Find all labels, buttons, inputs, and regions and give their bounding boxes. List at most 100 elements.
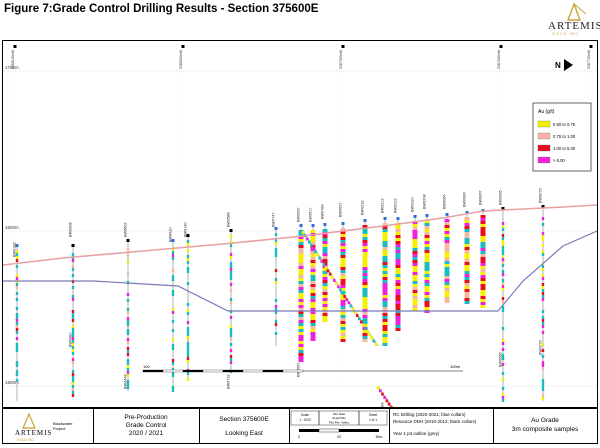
grade-composite	[444, 252, 450, 255]
grade-composite	[274, 239, 278, 242]
grade-composite	[71, 310, 75, 313]
grade-composite	[541, 292, 545, 295]
grade-composite	[501, 327, 505, 330]
hole-label: BW0220	[411, 197, 415, 212]
hole-collar	[413, 215, 417, 218]
grade-composite	[171, 251, 175, 254]
grade-composite	[368, 333, 371, 337]
grade-composite	[298, 236, 304, 239]
grade-composite	[412, 263, 418, 266]
hole-collar	[229, 229, 233, 232]
grade-composite	[71, 349, 75, 352]
grade-composite	[322, 250, 328, 253]
grade-composite	[412, 257, 418, 260]
grade-composite	[501, 228, 505, 231]
hole-label: BW0087	[69, 332, 73, 347]
grade-composite	[424, 253, 430, 256]
grade-composite	[171, 311, 175, 314]
grade-composite	[310, 242, 316, 245]
grade-composite	[71, 361, 75, 364]
grade-composite	[310, 269, 316, 272]
grade-composite	[480, 239, 486, 242]
grade-composite	[382, 250, 388, 253]
grade-composite	[395, 316, 401, 319]
grade-composite	[310, 266, 316, 269]
grade-composite	[310, 254, 316, 257]
grade-composite	[464, 268, 470, 271]
grade-composite	[412, 239, 418, 242]
grade-composite	[541, 289, 545, 292]
hole-collar	[274, 227, 278, 230]
tb-note-1: RC Drilling (2020-2021; blue collars)	[393, 412, 466, 417]
grade-composite	[340, 279, 346, 282]
grade-composite	[229, 253, 233, 256]
grade-composite	[186, 258, 190, 261]
grade-composite	[322, 319, 328, 322]
grade-composite	[412, 269, 418, 272]
grade-composite	[126, 308, 130, 311]
grade-composite	[15, 316, 19, 319]
grade-composite	[340, 339, 346, 342]
grade-composite	[310, 251, 316, 254]
grade-composite	[464, 286, 470, 289]
grade-composite	[395, 274, 401, 277]
grade-composite	[412, 284, 418, 287]
hole-collar	[299, 224, 303, 227]
grade-composite	[541, 331, 545, 334]
hole-collar	[363, 219, 367, 222]
grade-composite	[360, 320, 363, 324]
grade-composite	[362, 273, 368, 276]
grade-composite	[480, 236, 486, 239]
grade-composite	[372, 339, 376, 343]
grade-composite	[480, 284, 486, 287]
grade-composite	[298, 338, 304, 341]
grade-composite	[412, 287, 418, 290]
grade-composite	[480, 296, 486, 299]
tb-bar-0: 0	[298, 435, 300, 439]
grade-composite	[15, 343, 19, 346]
grade-composite	[126, 380, 130, 383]
grade-composite	[298, 299, 304, 302]
grade-composite	[298, 344, 304, 347]
grade-composite	[382, 262, 388, 265]
grade-composite	[444, 294, 450, 297]
grade-composite	[424, 304, 430, 307]
grade-composite	[382, 241, 388, 244]
grade-composite	[186, 339, 190, 342]
grade-composite	[444, 267, 450, 270]
grade-composite	[171, 389, 175, 392]
grade-composite	[322, 316, 328, 319]
grade-composite	[186, 282, 190, 285]
grade-composite	[186, 336, 190, 339]
elevation-label: 1700m	[5, 65, 19, 70]
grade-composite	[229, 331, 233, 334]
grade-composite	[349, 304, 353, 308]
grade-composite	[382, 325, 388, 328]
grade-composite	[298, 341, 304, 344]
hole-collar	[71, 244, 75, 247]
grade-composite	[395, 265, 401, 268]
grade-composite	[464, 229, 470, 232]
grade-composite	[340, 300, 346, 303]
grade-composite	[395, 226, 401, 229]
grade-composite	[310, 302, 316, 305]
hole-label: BW0602	[124, 222, 128, 237]
grade-composite	[382, 343, 388, 346]
grade-composite	[310, 332, 316, 335]
grade-composite	[126, 341, 130, 344]
grade-composite	[444, 300, 450, 303]
grade-composite	[310, 296, 316, 299]
grade-composite	[310, 278, 316, 281]
grade-composite	[15, 379, 19, 382]
logo-name: ARTEMIS	[548, 20, 600, 32]
grade-composite	[412, 275, 418, 278]
grade-composite	[366, 330, 369, 334]
hole-collar	[465, 211, 469, 214]
grade-composite	[15, 325, 19, 328]
grid-tick	[589, 45, 593, 48]
grade-composite	[71, 382, 75, 385]
grade-composite	[71, 337, 75, 340]
grade-composite	[310, 257, 316, 260]
grade-composite	[71, 298, 75, 301]
tb-phase-1: Pre-Production	[124, 414, 168, 421]
